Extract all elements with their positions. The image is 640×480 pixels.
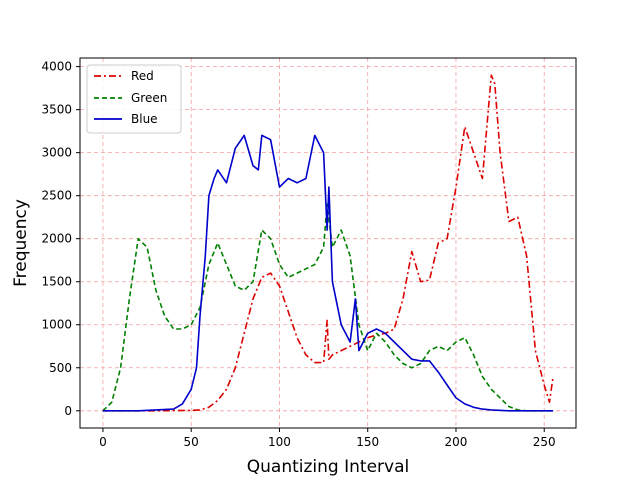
y-tick-label: 3500 [41,103,72,117]
legend-label-green: Green [131,91,167,105]
y-tick-label: 3000 [41,146,72,160]
y-tick-label: 500 [49,361,72,375]
x-tick-label: 0 [99,435,107,449]
series-line-blue [102,134,554,412]
x-tick-label: 150 [356,435,379,449]
y-tick-label: 2500 [41,189,72,203]
y-tick-label: 4000 [41,60,72,74]
plot-frame [79,57,577,429]
x-tick-label: 100 [268,435,291,449]
legend-box [86,64,182,134]
y-tick-label: 0 [64,404,72,418]
x-axis-label: Quantizing Interval [247,457,409,477]
y-tick-label: 1000 [41,318,72,332]
y-axis-label: Frequency [11,199,31,287]
y-tick-label: 2000 [41,232,72,246]
y-axis-ticks: 0 500 1000 1500 2000 2500 3000 3500 4000 [41,60,80,418]
legend-label-red: Red [131,69,154,83]
series-line-green [102,203,554,412]
x-axis-ticks: 0 50 100 150 200 250 [99,428,556,449]
x-tick-label: 250 [533,435,556,449]
series-lines [102,74,554,412]
legend-label-blue: Blue [131,112,158,126]
y-tick-label: 1500 [41,275,72,289]
legend: Red Green Blue [86,64,182,134]
x-tick-label: 200 [445,435,468,449]
x-tick-label: 50 [184,435,199,449]
